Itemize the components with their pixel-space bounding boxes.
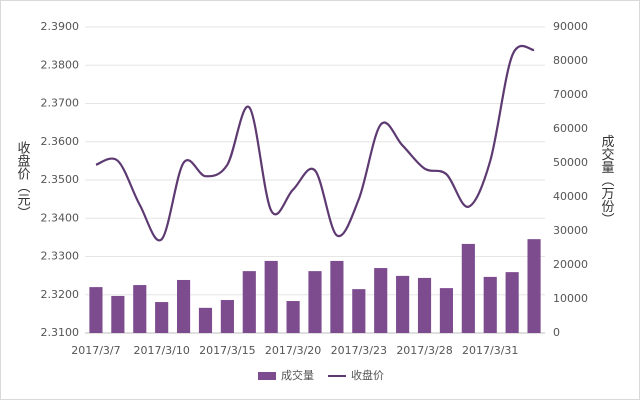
y2-tick-label: 30000 [553,224,588,237]
y-tick-label: 2.3500 [41,173,80,186]
y-tick-label: 2.3400 [41,211,80,224]
x-tick-label: 2017/3/28 [396,344,452,357]
x-tick-label: 2017/3/7 [71,344,120,357]
bar [396,275,410,333]
y-tick-label: 2.3800 [41,58,80,71]
y2-tick-label: 60000 [553,122,588,135]
bar [177,279,191,333]
x-tick-label: 2017/3/15 [199,344,255,357]
y-tick-label: 2.3900 [41,20,80,33]
y2-tick-label: 10000 [553,292,588,305]
bar [308,271,322,333]
y-tick-label: 2.3700 [41,97,80,110]
legend-label: 收盘价 [351,368,384,382]
bar [505,272,519,333]
y2-tick-label: 90000 [553,20,588,33]
y2-tick-label: 0 [553,326,560,339]
bar [483,276,497,333]
x-tick-label: 2017/3/20 [265,344,321,357]
x-tick-label: 2017/3/10 [133,344,189,357]
y2-tick-label: 80000 [553,54,588,67]
y-tick-label: 2.3300 [41,250,80,263]
y2-axis-title: 成交量（万份） [599,135,615,226]
bar [133,285,147,333]
bar [242,271,256,333]
x-tick-label: 2017/3/31 [462,344,518,357]
y2-tick-label: 50000 [553,156,588,169]
y-tick-label: 2.3600 [41,135,80,148]
bar [417,277,432,333]
bar [439,288,453,333]
bar [155,302,169,333]
bar [111,295,125,333]
bar [286,301,300,333]
bar [330,260,344,333]
bar [198,307,213,333]
legend-label: 成交量 [281,368,314,382]
y2-tick-label: 40000 [553,190,588,203]
line [95,44,535,242]
bar [527,239,541,333]
y-axis-title: 收盘价（元） [15,141,31,219]
x-tick-label: 2017/3/23 [331,344,387,357]
legend-swatch [258,372,276,380]
bar [352,289,366,333]
bar [264,260,278,333]
y2-tick-label: 20000 [553,258,588,271]
y2-tick-label: 70000 [553,88,588,101]
bar [374,268,388,333]
bar [89,287,103,333]
y-tick-label: 2.3200 [41,288,80,301]
y-tick-label: 2.3100 [41,326,80,339]
bar [461,243,475,333]
bar [220,300,234,333]
